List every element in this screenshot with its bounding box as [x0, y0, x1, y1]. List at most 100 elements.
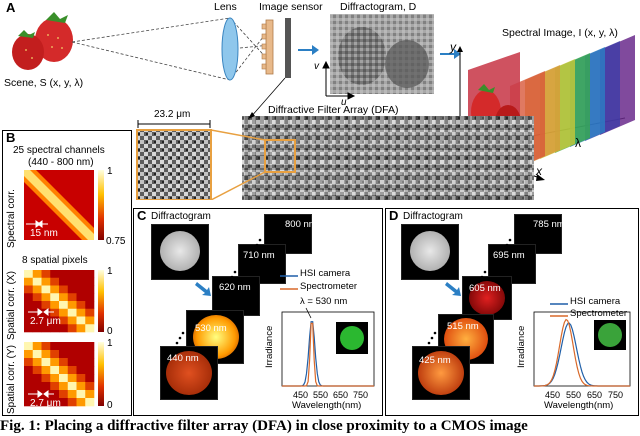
- heatmap-cell: [59, 301, 69, 310]
- heatmap-cell: [76, 374, 86, 383]
- c-thumb-label: 440 nm: [167, 353, 199, 364]
- heatmap-cell: [50, 390, 60, 399]
- spatial-corr-x-heatmap: [24, 270, 95, 333]
- c-thumb-440: 440 nm: [160, 346, 218, 400]
- c-green-dot: [340, 326, 364, 350]
- c-legend-swatches: [280, 275, 298, 290]
- heatmap-cell: [85, 316, 95, 325]
- heatmap-cell: [50, 398, 60, 407]
- spatial-pixels-title: 8 spatial pixels: [22, 255, 88, 266]
- lens-icon: [221, 17, 239, 81]
- heatmap-cell: [59, 277, 69, 286]
- heatmap-cell: [59, 285, 69, 294]
- heatmap-cell: [24, 358, 34, 367]
- d-xtick: 550: [566, 390, 581, 400]
- um-label-x: 2.7 μm: [30, 316, 61, 327]
- c-lambda-annot: λ = 530 nm: [300, 296, 348, 307]
- spectral-corr-heatmap: [24, 170, 94, 240]
- heatmap-cell: [41, 382, 51, 391]
- heatmap-cell: [24, 270, 34, 279]
- heatmap-cell: [32, 398, 42, 407]
- heatmap-cell: [24, 308, 34, 317]
- heatmap-cell: [85, 390, 95, 399]
- heatmap-cell: [24, 398, 34, 407]
- heatmap-cell: [67, 382, 77, 391]
- heatmap-cell: [41, 358, 51, 367]
- heatmap-cell: [32, 350, 42, 359]
- d-diffractogram-label: Diffractogram: [403, 211, 463, 222]
- spatial-y-colorbar: [98, 342, 104, 406]
- d-green-dot: [598, 323, 622, 347]
- heatmap-cell: [85, 342, 95, 351]
- heatmap-cell: [59, 342, 69, 351]
- heatmap-cell: [32, 308, 42, 317]
- d-legend-swatches: [550, 303, 568, 317]
- sem-zoom-image: [136, 129, 212, 200]
- heatmap-cell: [67, 390, 77, 399]
- heatmap-cell: [67, 285, 77, 294]
- heatmap-cell: [76, 382, 86, 391]
- spectral-image-label: Spectral Image, I (x, y, λ): [502, 27, 618, 39]
- heatmap-cell: [32, 342, 42, 351]
- heatmap-cell: [50, 308, 60, 317]
- heatmap-cell: [41, 270, 51, 279]
- c-xlabel: Wavelength(nm): [292, 400, 362, 411]
- leader-line: [249, 77, 286, 119]
- panel-letter-d: D: [389, 208, 399, 223]
- heatmap-cell: [24, 382, 34, 391]
- heatmap-cell: [59, 350, 69, 359]
- d-xlabel: Wavelength(nm): [544, 400, 614, 411]
- heatmap-cell: [50, 270, 60, 279]
- heatmap-cell: [59, 366, 69, 375]
- arrow-icon: [298, 45, 319, 55]
- v-label: v: [314, 61, 319, 72]
- d-thumb-425: 425 nm: [412, 346, 470, 400]
- cb3-min: 0: [107, 400, 113, 411]
- heatmap-cell: [50, 324, 60, 333]
- c-thumb-label: 530 nm: [195, 323, 227, 334]
- heatmap-cell: [32, 374, 42, 383]
- d-legend-hsi: HSI camera: [570, 296, 621, 307]
- heatmap-cell: [50, 293, 60, 302]
- heatmap-cell: [67, 350, 77, 359]
- spectral-colorbar: [98, 170, 104, 240]
- spectral-cube-image: [457, 35, 635, 181]
- heatmap-cell: [32, 366, 42, 375]
- heatmap-cell: [67, 374, 77, 383]
- heatmap-cell: [24, 316, 34, 325]
- panel-a-graphics: [12, 12, 635, 200]
- d-diffractogram-thumb: [401, 224, 459, 280]
- heatmap-cell: [67, 358, 77, 367]
- heatmap-cell: [50, 316, 60, 325]
- c-thumb-label: 710 nm: [243, 250, 275, 261]
- heatmap-cell: [32, 324, 42, 333]
- heatmap-cell: [67, 324, 77, 333]
- panel-letter-b: B: [6, 130, 16, 145]
- panel-b-graphics: [24, 170, 104, 407]
- heatmap-cell: [50, 374, 60, 383]
- heatmap-cell: [85, 293, 95, 302]
- heatmap-cell: [85, 374, 95, 383]
- heatmap-cell: [85, 382, 95, 391]
- lens-label: Lens: [214, 1, 237, 13]
- cb1-max: 1: [107, 166, 113, 177]
- heatmap-cell: [50, 301, 60, 310]
- heatmap-cell: [41, 293, 51, 302]
- heatmap-cell: [76, 398, 86, 407]
- c-thumb-620: 620 nm: [212, 276, 260, 316]
- heatmap-cell: [59, 293, 69, 302]
- d-xtick: 650: [587, 390, 602, 400]
- u-label: u: [341, 97, 347, 108]
- heatmap-cell: [76, 316, 86, 325]
- heatmap-cell: [50, 382, 60, 391]
- heatmap-cell: [32, 293, 42, 302]
- heatmap-cell: [76, 308, 86, 317]
- heatmap-cell: [32, 316, 42, 325]
- d-thumb-label: 695 nm: [493, 250, 525, 261]
- sensor-label: Image sensor: [259, 1, 323, 13]
- heatmap-cell: [67, 293, 77, 302]
- heatmap-cell: [41, 316, 51, 325]
- d-legend-spectrometer: Spectrometer: [570, 308, 628, 319]
- dfa-label: Diffractive Filter Array (DFA): [268, 104, 399, 116]
- heatmap-cell: [59, 358, 69, 367]
